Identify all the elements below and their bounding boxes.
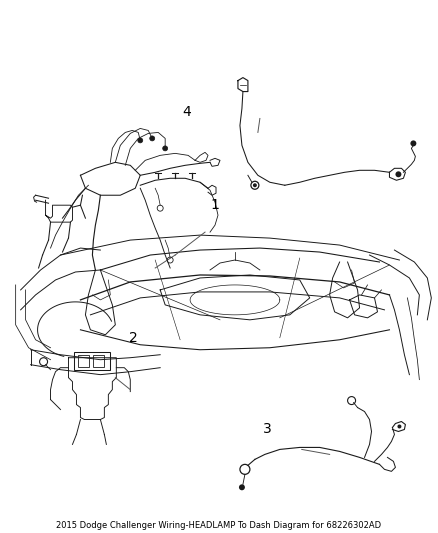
Circle shape xyxy=(150,136,155,141)
Circle shape xyxy=(162,146,168,151)
Circle shape xyxy=(397,424,401,429)
Circle shape xyxy=(253,183,257,187)
Text: 2015 Dodge Challenger Wiring-HEADLAMP To Dash Diagram for 68226302AD: 2015 Dodge Challenger Wiring-HEADLAMP To… xyxy=(57,521,381,530)
Text: 1: 1 xyxy=(210,198,219,212)
Circle shape xyxy=(410,140,417,147)
Text: 3: 3 xyxy=(263,422,272,435)
Circle shape xyxy=(239,484,245,490)
Circle shape xyxy=(396,171,401,177)
Text: 4: 4 xyxy=(182,106,191,119)
Text: 2: 2 xyxy=(130,331,138,345)
Circle shape xyxy=(138,138,143,143)
